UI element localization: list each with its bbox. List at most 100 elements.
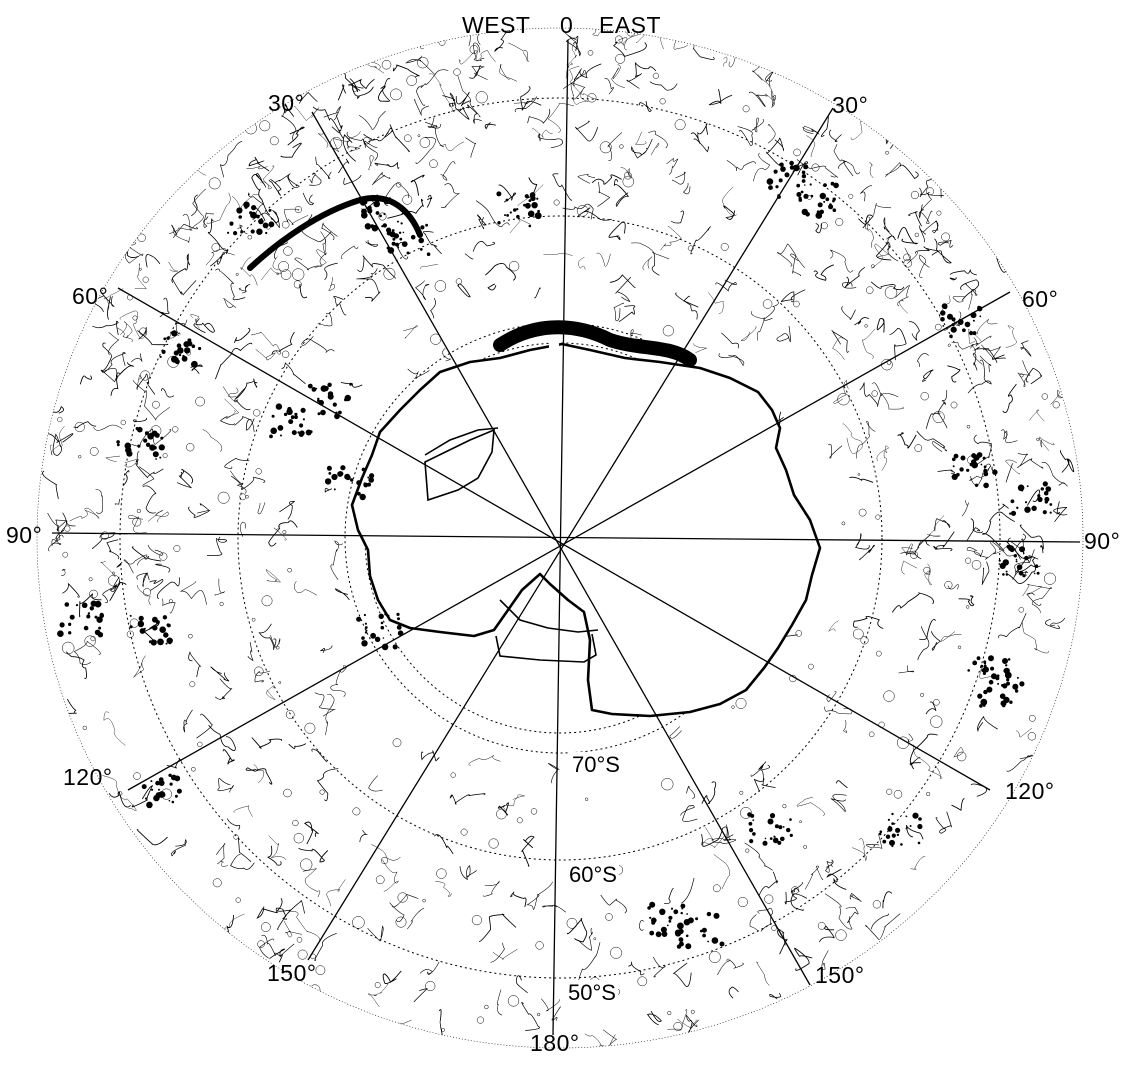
- blob-dot: [979, 704, 983, 708]
- blob-dot: [166, 336, 170, 340]
- blob-dot: [777, 840, 782, 845]
- contour-ring: [392, 738, 402, 748]
- blob-dot: [357, 491, 361, 496]
- contour-line: [136, 572, 150, 587]
- blob-dot: [129, 614, 132, 617]
- contour-line: [870, 281, 905, 291]
- contour-ring: [283, 246, 293, 256]
- contour-line: [508, 42, 529, 62]
- contour-ring: [920, 392, 929, 401]
- blob-dot: [983, 482, 989, 489]
- blob-dot: [888, 825, 891, 829]
- blob-dot: [397, 617, 400, 621]
- blob-dot: [655, 931, 662, 938]
- contour-line: [203, 212, 214, 228]
- blob-dot: [379, 214, 382, 218]
- blob-dot: [686, 913, 688, 915]
- blob-dot: [773, 169, 778, 174]
- blob-dot: [361, 636, 365, 640]
- blob-dot: [695, 917, 699, 921]
- contour-ring: [235, 272, 239, 276]
- contour-line: [261, 256, 282, 281]
- contour-line: [478, 913, 517, 943]
- contour-ring: [247, 234, 253, 240]
- blob-dot: [344, 398, 347, 402]
- contour-ring: [1027, 732, 1037, 741]
- blob-dot: [803, 193, 809, 199]
- blob-dot: [983, 689, 988, 695]
- blob-dot: [1004, 671, 1012, 679]
- contour-line: [906, 824, 924, 840]
- contour-ring: [239, 493, 247, 501]
- blob-dot: [1007, 658, 1011, 661]
- contour-line: [920, 193, 933, 224]
- contour-ring: [281, 220, 290, 229]
- contour-ring: [460, 828, 468, 836]
- contour-line: [172, 279, 197, 296]
- parallel-50: [119, 97, 1001, 979]
- contour-ring: [142, 588, 152, 597]
- contour-line: [542, 904, 567, 913]
- contour-line: [234, 416, 255, 433]
- contour-line: [359, 36, 371, 61]
- contour-line: [65, 651, 87, 679]
- contour-ring: [742, 105, 750, 113]
- contour-ring: [292, 268, 305, 281]
- contour-line: [919, 254, 930, 278]
- contour-ring: [875, 650, 882, 657]
- contour-line: [915, 246, 938, 254]
- contour-ring: [739, 790, 744, 795]
- contour-line: [981, 561, 990, 585]
- blob-dot: [327, 393, 334, 400]
- contour-line: [715, 279, 737, 292]
- contour-ring: [914, 232, 919, 238]
- contour-line: [389, 902, 405, 923]
- blob-dot: [290, 415, 295, 420]
- contour-line: [671, 171, 686, 185]
- blob-dot: [256, 228, 263, 235]
- contour-line: [882, 891, 893, 909]
- contour-line: [900, 551, 916, 555]
- contour-ring: [375, 875, 385, 885]
- contour-line: [927, 175, 950, 189]
- contour-line: [1058, 482, 1068, 487]
- contour-line: [770, 90, 776, 108]
- contour-line: [333, 296, 347, 316]
- contour-ring: [117, 791, 123, 796]
- contour-line: [608, 221, 626, 241]
- blob-dot: [383, 212, 386, 216]
- contour-line: [737, 126, 754, 146]
- contour-line: [1015, 727, 1033, 738]
- blob-dot: [81, 602, 88, 609]
- contour-line: [613, 178, 629, 207]
- contour-line: [1005, 325, 1017, 348]
- blob-dot: [815, 212, 823, 219]
- contour-line: [189, 162, 206, 176]
- contour-line: [224, 457, 250, 469]
- blob-dot: [891, 812, 894, 816]
- contour-ring: [378, 212, 387, 221]
- contour-line: [405, 55, 449, 76]
- contour-ring: [137, 233, 146, 242]
- contour-line: [73, 421, 97, 429]
- contour-line: [749, 914, 759, 932]
- contour-ring: [508, 261, 520, 272]
- blob-dot: [176, 343, 182, 349]
- blob-dot: [647, 906, 651, 910]
- contour-ring: [771, 925, 777, 931]
- contour-ring: [614, 35, 623, 44]
- contour-line: [363, 127, 393, 142]
- blob-dot: [398, 231, 402, 234]
- contour-line: [358, 110, 386, 130]
- contour-line: [711, 824, 731, 843]
- contour-line: [420, 34, 434, 50]
- contour-ring: [782, 804, 787, 809]
- blob-dot: [789, 833, 793, 838]
- contour-line: [514, 96, 538, 113]
- contour-line: [576, 207, 612, 221]
- contour-line: [850, 119, 863, 140]
- blob-dot: [378, 613, 384, 619]
- contour-line: [180, 468, 194, 484]
- contour-ring: [930, 715, 943, 728]
- blob-dot: [964, 321, 971, 328]
